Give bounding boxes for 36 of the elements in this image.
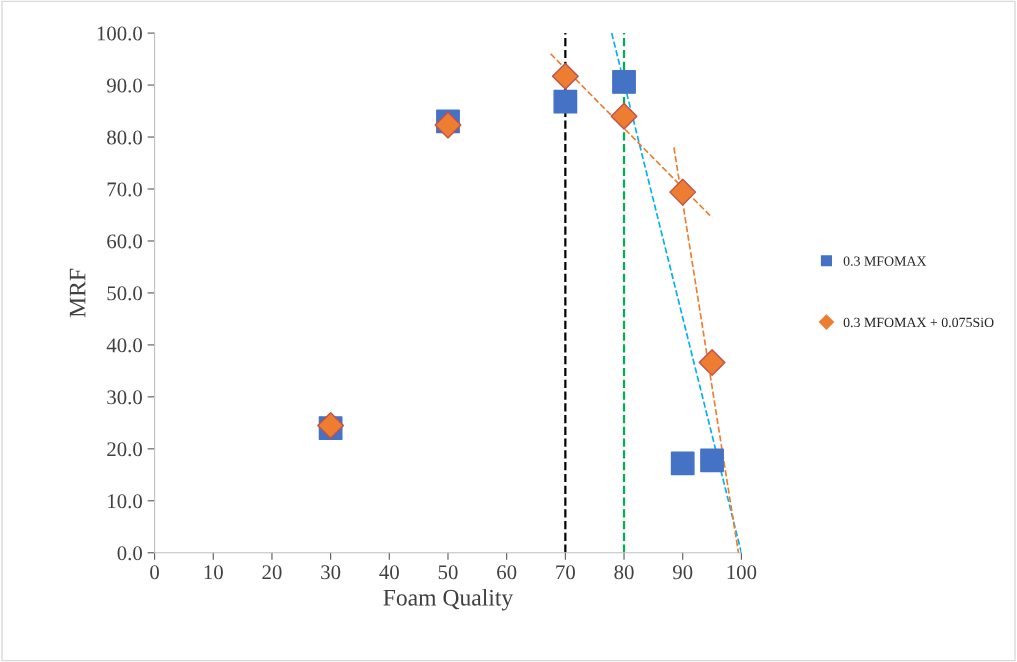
legend-label: 0.3 MFOMAX + 0.075SiO [843, 317, 994, 328]
x-tick-label: 60 [497, 565, 517, 580]
y-axis-title: MRF [69, 268, 86, 318]
y-tick-label: 20.0 [107, 442, 142, 457]
y-tick-label: 40.0 [106, 338, 142, 353]
x-tick-label: 30 [321, 565, 341, 580]
x-tick-label: 80 [614, 565, 634, 580]
point [612, 70, 636, 94]
y-tick-label: 30.0 [107, 390, 142, 405]
point [551, 62, 579, 90]
y-tick-label: 80.0 [107, 130, 142, 145]
point [553, 89, 578, 114]
x-tick-label: 50 [438, 565, 458, 580]
x-tick-label: 90 [672, 565, 693, 580]
x-tick-label: 40 [379, 565, 399, 580]
y-tick-label: 60.0 [107, 234, 142, 249]
point [434, 111, 462, 139]
x-axis-title: Foam Quality [383, 589, 514, 611]
point [610, 102, 638, 130]
y-tick-label: 50.0 [107, 286, 142, 301]
x-tick-label: 100 [727, 565, 757, 580]
x-tick-label: 10 [204, 565, 223, 580]
y-tick-label: 10.0 [108, 494, 142, 509]
point [698, 349, 726, 377]
point [669, 178, 697, 206]
point [670, 451, 695, 476]
x-tick-label: 70 [556, 565, 575, 580]
y-tick-label: 100.0 [97, 26, 142, 41]
x-tick-label: 20 [262, 565, 282, 580]
point [317, 411, 345, 439]
legend-label: 0.3 MFOMAX [843, 256, 927, 266]
x-tick-label: 0 [150, 565, 159, 580]
y-tick-label: 0.0 [117, 546, 142, 561]
y-tick-label: 70.0 [107, 182, 142, 197]
y-tick-label: 90.0 [106, 78, 142, 93]
point [700, 448, 724, 473]
